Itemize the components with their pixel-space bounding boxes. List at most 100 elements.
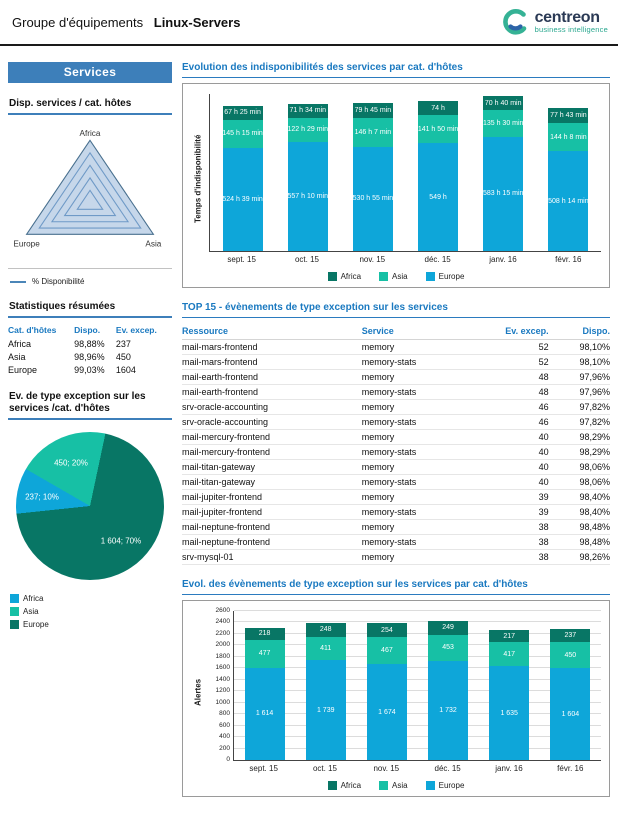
bar-value-label: 144 h 8 min bbox=[550, 133, 587, 141]
bar-value-label: 79 h 45 min bbox=[354, 106, 392, 114]
table-cell: 38 bbox=[498, 519, 559, 535]
alerts-y-axis-label: Alertes bbox=[193, 678, 203, 706]
sidebar: Services Disp. services / cat. hôtes Afr… bbox=[8, 62, 172, 629]
table-cell: mail-neptune-frontend bbox=[182, 534, 362, 550]
bar-segment-europe: 557 h 10 min bbox=[287, 141, 328, 251]
bar-segment-africa: 70 h 40 min bbox=[483, 96, 524, 110]
bar-value-label: 1 604 bbox=[561, 710, 580, 718]
pie-slice-label: 450; 20% bbox=[54, 458, 88, 468]
legend-swatch bbox=[425, 781, 435, 790]
top15-title: TOP 15 - évènements de type exception su… bbox=[182, 302, 610, 318]
radar-axis-label: Europe bbox=[13, 239, 40, 248]
table-cell: mail-neptune-frontend bbox=[182, 519, 362, 535]
bar-value-label: 122 h 29 min bbox=[287, 126, 328, 134]
bar-value-label: 1 674 bbox=[378, 708, 396, 716]
table-cell: 52 bbox=[498, 339, 559, 355]
bar-segment-asia: 450 bbox=[550, 642, 591, 669]
legend-label: Asia bbox=[392, 781, 408, 790]
top15-header-row: Ressource Service Ev. excep. Dispo. bbox=[182, 323, 610, 340]
bar-value-label: 77 h 43 min bbox=[550, 111, 587, 119]
y-tick-label: 1600 bbox=[215, 664, 230, 672]
gridline bbox=[234, 690, 601, 692]
bar-segment-africa: 77 h 43 min bbox=[548, 107, 589, 123]
x-axis-label: févr. 16 bbox=[555, 255, 582, 264]
legend-swatch bbox=[10, 607, 19, 616]
stacked-bar: 77 h 43 min 144 h 8 min 508 h 14 min bbox=[548, 107, 589, 251]
alerts-legend: Africa Asia Europe bbox=[191, 781, 601, 790]
table-cell: 97,96% bbox=[558, 384, 610, 400]
table-cell: memory-stats bbox=[361, 474, 499, 490]
alerts-section: Evol. des évènements de type exception s… bbox=[182, 579, 610, 797]
table-cell: 98,10% bbox=[558, 339, 610, 355]
stacked-bar: 248 411 1 739 bbox=[305, 622, 346, 760]
stacked-bar: 71 h 34 min 122 h 29 min 557 h 10 min bbox=[287, 103, 328, 251]
table-cell: memory-stats bbox=[361, 534, 499, 550]
table-row: mail-mercury-frontend memory 40 98,29% bbox=[182, 429, 610, 445]
bar-value-label: 557 h 10 min bbox=[287, 192, 328, 200]
x-axis-label: nov. 15 bbox=[359, 255, 386, 264]
table-cell: 52 bbox=[498, 354, 559, 370]
table-cell: 38 bbox=[498, 549, 559, 565]
y-tick-label: 800 bbox=[219, 710, 230, 718]
gridline bbox=[234, 747, 601, 749]
bar-segment-africa: 217 bbox=[489, 630, 530, 643]
y-tick-label: 2600 bbox=[215, 607, 230, 614]
top15-col-header: Ev. excep. bbox=[498, 323, 559, 340]
radar-grid bbox=[25, 139, 155, 235]
table-cell: memory bbox=[361, 339, 499, 355]
y-tick-label: 1000 bbox=[215, 698, 230, 706]
table-cell: memory bbox=[361, 399, 499, 415]
uptime-section: Evolution des indisponibilités des servi… bbox=[182, 62, 610, 288]
stacked-bar: 218 477 1 614 bbox=[244, 627, 285, 760]
stats-cell: Africa bbox=[8, 338, 32, 349]
title-hostgroup: Linux-Servers bbox=[153, 14, 241, 30]
gridline bbox=[234, 655, 601, 657]
x-axis-label: sept. 15 bbox=[249, 764, 278, 773]
table-cell: memory-stats bbox=[361, 414, 499, 430]
table-cell: mail-earth-frontend bbox=[182, 384, 362, 400]
gridline bbox=[234, 610, 601, 611]
table-cell: 97,82% bbox=[558, 414, 610, 430]
legend-swatch bbox=[379, 781, 389, 790]
uptime-chart-box: Temps d'indisponibilité 67 h 25 min 145 h… bbox=[182, 83, 610, 288]
radar-axis-label: Africa bbox=[80, 129, 101, 138]
table-cell: mail-titan-gateway bbox=[182, 474, 362, 490]
table-cell: memory bbox=[361, 369, 499, 385]
table-cell: memory bbox=[361, 429, 499, 445]
logo-subtitle: business intelligence bbox=[534, 25, 608, 34]
legend-label: Asia bbox=[23, 607, 39, 616]
bar-value-label: 71 h 34 min bbox=[289, 107, 327, 115]
y-tick-label: 2000 bbox=[215, 641, 230, 649]
stacked-bar: 67 h 25 min 145 h 15 min 524 h 39 min bbox=[222, 106, 263, 251]
bar-value-label: 1 732 bbox=[439, 706, 457, 714]
table-cell: 98,29% bbox=[558, 429, 610, 445]
bar-segment-africa: 79 h 45 min bbox=[352, 102, 393, 119]
table-row: mail-titan-gateway memory 40 98,06% bbox=[182, 459, 610, 475]
top15-table: Ressource Service Ev. excep. Dispo. mail-ma… bbox=[182, 323, 610, 565]
bar-segment-europe: 1 674 bbox=[366, 664, 407, 760]
line-swatch bbox=[10, 280, 26, 283]
bar-value-label: 249 bbox=[442, 624, 454, 632]
legend-label: Africa bbox=[23, 594, 44, 603]
y-tick-label: 2200 bbox=[215, 629, 230, 637]
table-cell: 98,10% bbox=[558, 354, 610, 370]
uptime-section-title: Evolution des indisponibilités des servi… bbox=[182, 62, 610, 78]
x-axis-label: oct. 15 bbox=[312, 764, 337, 773]
table-cell: memory bbox=[361, 459, 499, 475]
bar-segment-asia: 467 bbox=[366, 637, 407, 665]
bar-value-label: 1 614 bbox=[255, 710, 274, 718]
stacked-bar: 237 450 1 604 bbox=[550, 628, 591, 760]
radar-legend-label: % Disponibilité bbox=[32, 277, 85, 286]
table-cell: 40 bbox=[498, 474, 559, 490]
table-row: mail-mars-frontend memory 52 98,10% bbox=[182, 339, 610, 355]
stats-col-header: Cat. d'hôtes bbox=[8, 325, 57, 335]
y-tick-label: 2400 bbox=[215, 618, 230, 626]
stats-row: Asia 98,96% 450 bbox=[8, 350, 172, 363]
table-row: mail-mars-frontend memory-stats 52 98,10% bbox=[182, 354, 610, 370]
gridline bbox=[234, 632, 601, 634]
bar-segment-africa: 254 bbox=[366, 622, 407, 638]
legend-swatch bbox=[10, 594, 19, 603]
table-cell: memory-stats bbox=[361, 384, 499, 400]
legend-swatch bbox=[327, 781, 337, 790]
table-cell: 98,40% bbox=[558, 504, 610, 520]
